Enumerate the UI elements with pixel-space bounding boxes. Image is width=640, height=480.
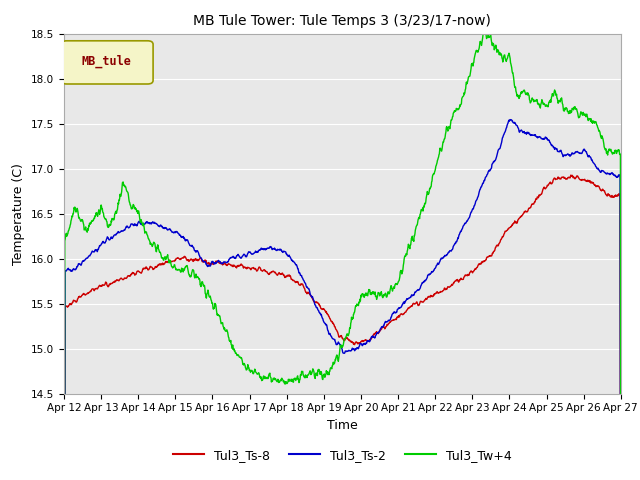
FancyBboxPatch shape: [61, 41, 153, 84]
X-axis label: Time: Time: [327, 419, 358, 432]
Text: MB_tule: MB_tule: [82, 55, 132, 68]
Y-axis label: Temperature (C): Temperature (C): [12, 163, 26, 264]
Legend: Tul3_Ts-8, Tul3_Ts-2, Tul3_Tw+4: Tul3_Ts-8, Tul3_Ts-2, Tul3_Tw+4: [168, 444, 517, 467]
Title: MB Tule Tower: Tule Temps 3 (3/23/17-now): MB Tule Tower: Tule Temps 3 (3/23/17-now…: [193, 14, 492, 28]
